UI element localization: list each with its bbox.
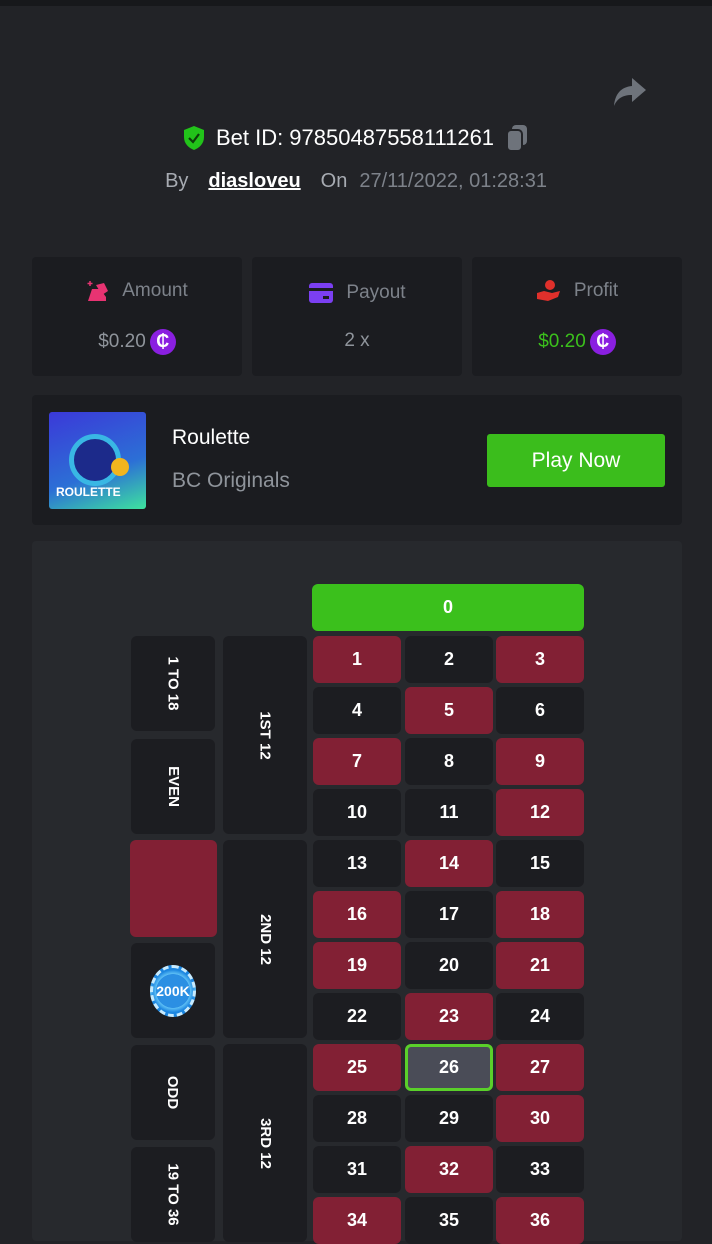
outside-bet-0[interactable]: 1 TO 18 bbox=[131, 636, 215, 731]
outside-bet-5[interactable]: 19 TO 36 bbox=[131, 1147, 215, 1242]
number-cell-23[interactable]: 23 bbox=[405, 993, 493, 1040]
stats-row: Amount $0.20 ₵ Payout 2 x Profit $0.20 ₵ bbox=[32, 257, 682, 376]
by-label: By bbox=[165, 170, 189, 192]
bet-datetime: 27/11/2022, 01:28:31 bbox=[359, 170, 547, 192]
outside-bet-1[interactable]: EVEN bbox=[131, 739, 215, 834]
stat-value: $0.20 bbox=[538, 330, 586, 352]
dozen-label: 3RD 12 bbox=[256, 1117, 274, 1169]
number-cell-35[interactable]: 35 bbox=[405, 1197, 493, 1244]
bet-red-cell[interactable] bbox=[130, 840, 217, 937]
chip-200k-icon: 200K bbox=[150, 964, 196, 1017]
card-icon bbox=[309, 282, 334, 303]
share-icon[interactable] bbox=[612, 76, 648, 108]
number-cell-24[interactable]: 24 bbox=[496, 993, 584, 1040]
number-cell-25[interactable]: 25 bbox=[313, 1044, 401, 1091]
game-provider: BC Originals bbox=[172, 469, 290, 492]
thumbnail-label: ROULETTE bbox=[56, 485, 121, 499]
profit-hand-icon bbox=[536, 279, 560, 301]
number-cell-17[interactable]: 17 bbox=[405, 891, 493, 938]
number-cell-30[interactable]: 30 bbox=[496, 1095, 584, 1142]
coin-icon: ₵ bbox=[149, 328, 176, 355]
username-link[interactable]: diasloveu bbox=[208, 170, 301, 192]
outside-bet-label: EVEN bbox=[164, 766, 182, 807]
play-now-button[interactable]: Play Now bbox=[487, 434, 665, 487]
stat-label: Amount bbox=[122, 279, 188, 301]
byline: By diasloveu On 27/11/2022, 01:28:31 bbox=[0, 170, 712, 193]
number-cell-9[interactable]: 9 bbox=[496, 738, 584, 785]
dozen-bet-1[interactable]: 1ST 12 bbox=[223, 636, 307, 834]
dozen-bet-3[interactable]: 3RD 12 bbox=[223, 1044, 307, 1242]
game-name[interactable]: Roulette bbox=[172, 426, 251, 449]
number-cell-28[interactable]: 28 bbox=[313, 1095, 401, 1142]
number-cell-1[interactable]: 1 bbox=[313, 636, 401, 683]
top-bar bbox=[0, 0, 712, 6]
number-cell-2[interactable]: 2 bbox=[405, 636, 493, 683]
number-cell-20[interactable]: 20 bbox=[405, 942, 493, 989]
number-cell-16[interactable]: 16 bbox=[313, 891, 401, 938]
number-cell-10[interactable]: 10 bbox=[313, 789, 401, 836]
stat-profit: Profit $0.20 ₵ bbox=[472, 257, 682, 376]
number-cell-22[interactable]: 22 bbox=[313, 993, 401, 1040]
outside-bet-label: 1 TO 18 bbox=[164, 656, 182, 711]
number-cell-21[interactable]: 21 bbox=[496, 942, 584, 989]
roulette-thumbnail[interactable]: ROULETTE bbox=[49, 412, 146, 509]
number-cell-18[interactable]: 18 bbox=[496, 891, 584, 938]
dozen-label: 1ST 12 bbox=[256, 710, 274, 760]
dozen-label: 2ND 12 bbox=[256, 913, 274, 965]
game-card: ROULETTE Roulette BC Originals Play Now bbox=[32, 395, 682, 525]
number-cell-15[interactable]: 15 bbox=[496, 840, 584, 887]
outside-bet-4[interactable]: ODD bbox=[131, 1045, 215, 1140]
number-cell-26[interactable]: 26 bbox=[405, 1044, 493, 1091]
number-cell-34[interactable]: 34 bbox=[313, 1197, 401, 1244]
outside-bet-3[interactable]: 200K bbox=[131, 943, 215, 1038]
copy-icon[interactable] bbox=[504, 124, 530, 152]
dozen-bet-2[interactable]: 2ND 12 bbox=[223, 840, 307, 1038]
number-cell-12[interactable]: 12 bbox=[496, 789, 584, 836]
number-cell-31[interactable]: 31 bbox=[313, 1146, 401, 1193]
number-cell-13[interactable]: 13 bbox=[313, 840, 401, 887]
number-cell-27[interactable]: 27 bbox=[496, 1044, 584, 1091]
outside-bet-label: 19 TO 36 bbox=[164, 1163, 182, 1226]
shield-check-icon bbox=[183, 126, 204, 150]
stat-label: Payout bbox=[346, 281, 406, 303]
amount-icon bbox=[87, 280, 109, 301]
number-cell-0[interactable]: 0 bbox=[312, 584, 584, 631]
coin-icon: ₵ bbox=[589, 328, 616, 355]
stat-amount: Amount $0.20 ₵ bbox=[32, 257, 242, 376]
number-cell-32[interactable]: 32 bbox=[405, 1146, 493, 1193]
stat-value: 2 x bbox=[344, 329, 370, 351]
number-cell-8[interactable]: 8 bbox=[405, 738, 493, 785]
number-cell-14[interactable]: 14 bbox=[405, 840, 493, 887]
bet-id-row: Bet ID: 97850487558111261 bbox=[0, 124, 712, 152]
stat-label: Profit bbox=[573, 279, 619, 301]
stat-payout: Payout 2 x bbox=[252, 257, 462, 376]
number-cell-4[interactable]: 4 bbox=[313, 687, 401, 734]
outside-bet-label: ODD bbox=[164, 1075, 182, 1110]
number-cell-33[interactable]: 33 bbox=[496, 1146, 584, 1193]
number-cell-7[interactable]: 7 bbox=[313, 738, 401, 785]
number-cell-36[interactable]: 36 bbox=[496, 1197, 584, 1244]
number-cell-3[interactable]: 3 bbox=[496, 636, 584, 683]
on-label: On bbox=[320, 170, 348, 192]
stat-value: $0.20 bbox=[98, 330, 146, 352]
bet-id: Bet ID: 97850487558111261 bbox=[215, 125, 495, 150]
number-cell-11[interactable]: 11 bbox=[405, 789, 493, 836]
number-cell-29[interactable]: 29 bbox=[405, 1095, 493, 1142]
number-cell-5[interactable]: 5 bbox=[405, 687, 493, 734]
number-cell-19[interactable]: 19 bbox=[313, 942, 401, 989]
roulette-board: 0 1 2 3 4 5 6 7 8 9 10 11 12 13 14 15 16 17 18 19 20 21 22 23 24… bbox=[32, 541, 682, 1244]
number-cell-6[interactable]: 6 bbox=[496, 687, 584, 734]
